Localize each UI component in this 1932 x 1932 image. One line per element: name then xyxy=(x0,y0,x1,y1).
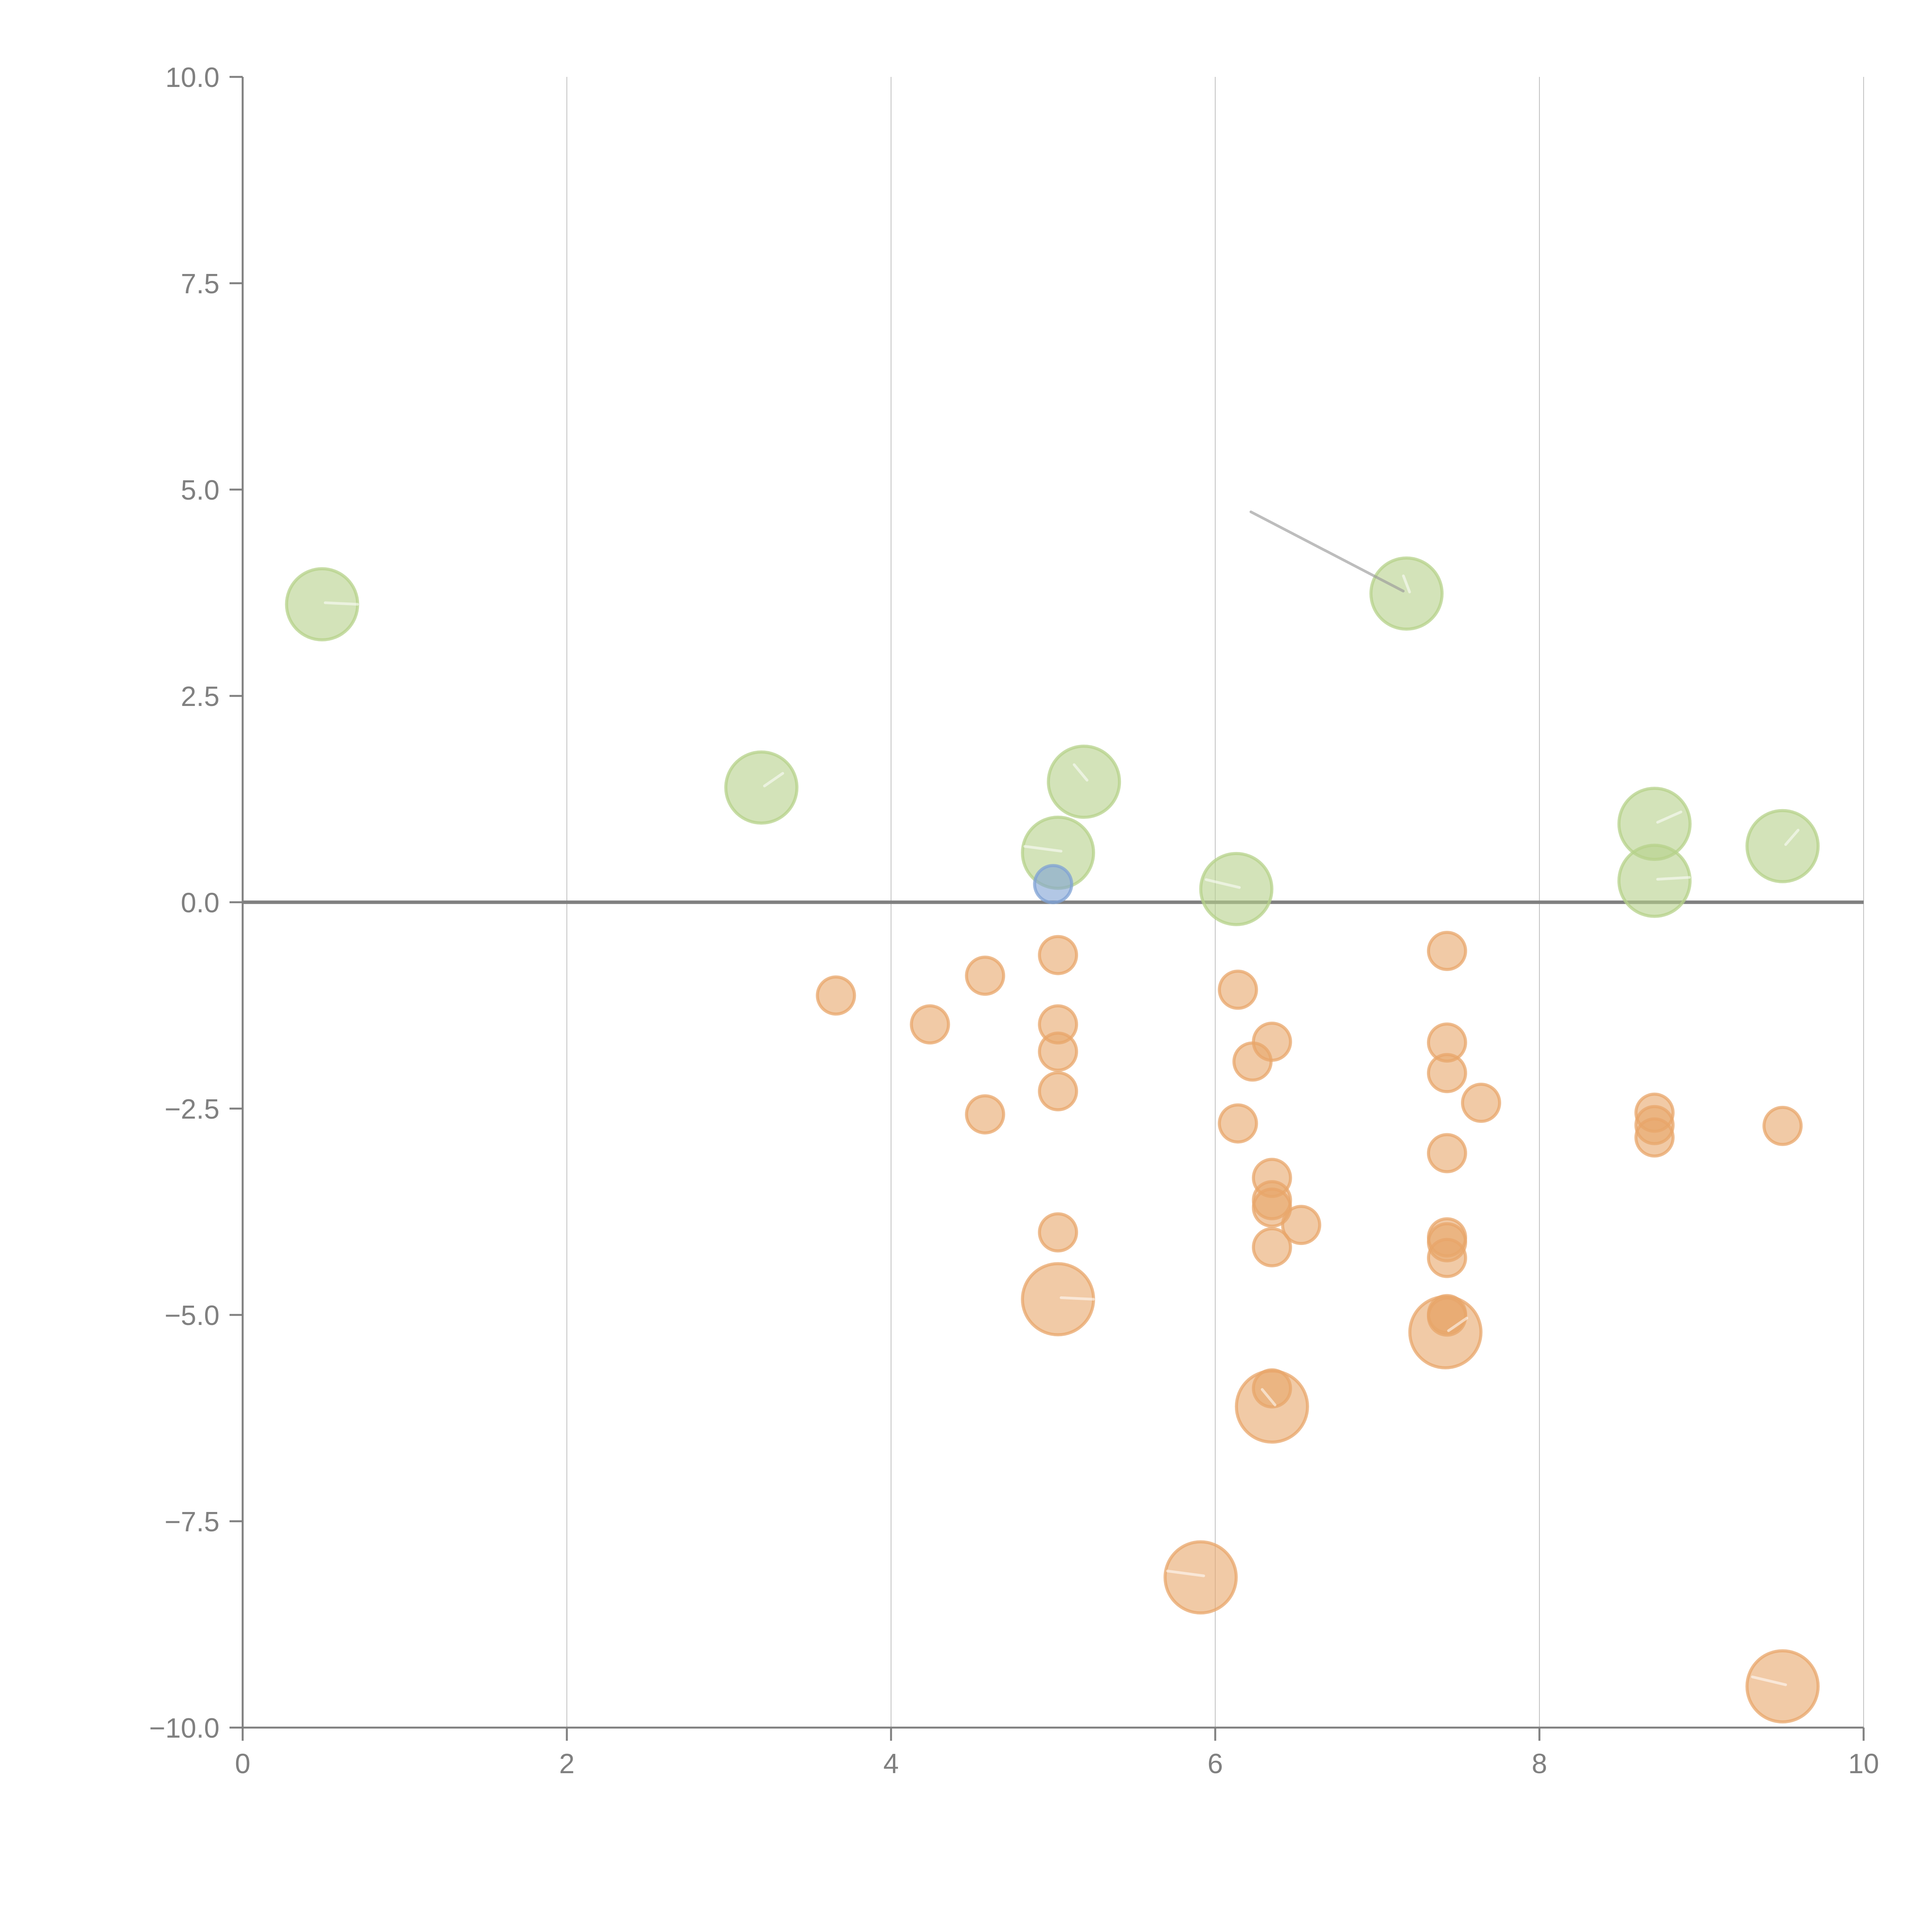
bubble-blue-0 xyxy=(1033,864,1073,905)
bubble-orange-large-3 xyxy=(1163,1540,1238,1615)
bubble-orange-3 xyxy=(965,1094,1005,1134)
bubble-orange-8 xyxy=(1038,1212,1078,1253)
x-tick-label: 8 xyxy=(1532,1748,1547,1779)
bubble-orange-22 xyxy=(1461,1083,1501,1123)
bubble-orange-9 xyxy=(1218,969,1258,1010)
y-tick-label: −5.0 xyxy=(165,1300,219,1331)
x-tick-label: 2 xyxy=(559,1748,575,1779)
x-tick-label: 10 xyxy=(1848,1748,1879,1779)
bubble-orange-large-2 xyxy=(1235,1369,1309,1444)
y-tick-label: 0.0 xyxy=(181,888,219,918)
bubble-orange-19 xyxy=(1427,931,1467,971)
bubble-orange-7 xyxy=(1038,1071,1078,1112)
bubble-tick-green-4 xyxy=(1205,878,1241,889)
y-tick-label: 5.0 xyxy=(181,475,219,506)
bubble-orange-16 xyxy=(1281,1205,1321,1245)
y-axis-ticks: 10.0 7.5 5.0 2.5 0.0 −2.5 −5.0 −7.5 −10.0 xyxy=(149,62,243,1744)
x-tick-label: 4 xyxy=(883,1748,899,1779)
bubble-green-5 xyxy=(1369,556,1444,631)
y-tick-label: −2.5 xyxy=(165,1094,219,1125)
y-tick-label: −7.5 xyxy=(165,1507,219,1537)
bubble-orange-12 xyxy=(1218,1103,1258,1144)
bubble-green-8 xyxy=(1745,809,1820,883)
y-tick-label: −10.0 xyxy=(149,1713,219,1744)
bubble-orange-32 xyxy=(1762,1105,1803,1146)
bubble-orange-6 xyxy=(1038,1031,1078,1072)
bubble-tick-orange-large-2 xyxy=(1260,1388,1277,1406)
bubble-orange-23 xyxy=(1427,1133,1467,1173)
bubble-orange-11 xyxy=(1252,1021,1292,1062)
bubble-orange-large-1 xyxy=(1408,1295,1483,1369)
bubble-orange-15 xyxy=(1252,1187,1292,1228)
bubble-orange-1 xyxy=(910,1004,950,1045)
bubble-tick-green-3 xyxy=(1023,845,1063,853)
bubble-orange-large-4 xyxy=(1745,1649,1820,1724)
bubble-tick-green-0 xyxy=(324,601,359,606)
bubble-tick-green-1 xyxy=(763,772,784,787)
bubble-green-1 xyxy=(724,750,799,825)
bubble-orange-4 xyxy=(1038,935,1078,975)
y-tick-label: 7.5 xyxy=(181,269,219,299)
bubble-green-2 xyxy=(1047,745,1121,819)
y-tick-label: 10.0 xyxy=(165,62,219,93)
bubble-orange-2 xyxy=(965,956,1005,996)
bubble-tick-green-8 xyxy=(1784,828,1800,846)
annotations xyxy=(1249,510,1405,593)
bubble-orange-0 xyxy=(816,975,856,1016)
bubble-tick-green-7 xyxy=(1656,876,1691,881)
bubble-tick-orange-large-1 xyxy=(1447,1316,1468,1332)
bubble-tick-orange-large-4 xyxy=(1751,1675,1787,1686)
bubble-tick-orange-large-0 xyxy=(1060,1296,1095,1301)
bubble-green-7 xyxy=(1617,844,1692,918)
bubble-tick-orange-large-3 xyxy=(1166,1570,1205,1577)
bubble-orange-17 xyxy=(1252,1227,1292,1267)
x-tick-label: 6 xyxy=(1208,1748,1223,1779)
x-axis-ticks: 0 2 4 6 8 10 xyxy=(235,1728,1879,1779)
x-tick-label: 0 xyxy=(235,1748,250,1779)
bubbles xyxy=(285,556,1820,1724)
y-tick-label: 2.5 xyxy=(181,681,219,712)
bubble-tick-green-5 xyxy=(1402,574,1411,594)
bubble-green-4 xyxy=(1199,852,1274,926)
bubble-orange-31 xyxy=(1634,1117,1675,1158)
leader-line-0 xyxy=(1249,510,1405,593)
bubble-tick-green-2 xyxy=(1073,763,1088,782)
bubble-tick-green-6 xyxy=(1656,810,1682,824)
bubble-orange-21 xyxy=(1427,1053,1467,1094)
bubble-orange-26 xyxy=(1427,1238,1467,1278)
